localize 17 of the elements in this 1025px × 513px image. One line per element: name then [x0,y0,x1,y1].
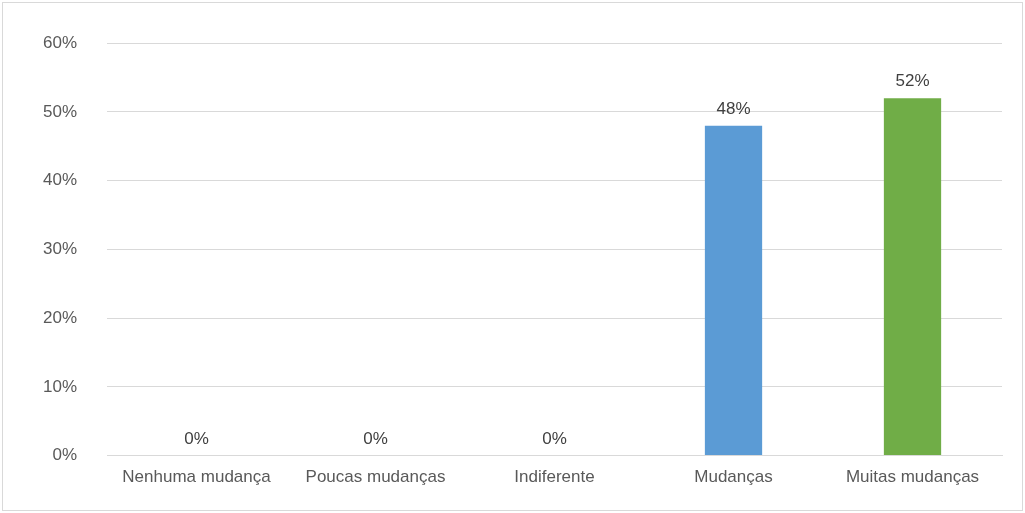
x-tick-label: Muitas mudanças [845,467,980,487]
data-label: 0% [184,428,209,448]
x-tick-label: Nenhuma mudança [122,467,272,487]
y-tick-label: 0% [52,445,78,465]
data-label: 52% [895,71,930,91]
y-tick-label: 50% [42,101,78,121]
y-tick-label: 20% [42,307,78,327]
y-tick-label: 30% [42,239,78,259]
data-label: 0% [363,428,388,448]
x-tick-label: Indiferente [514,467,595,487]
y-tick-label: 40% [42,170,78,190]
x-tick-label: Mudanças [694,467,773,487]
data-label: 48% [716,98,751,118]
y-tick-label: 60% [42,32,78,52]
x-tick-label: Poucas mudanças [305,467,446,487]
y-tick-label: 10% [42,376,78,396]
data-label: 0% [542,428,567,448]
